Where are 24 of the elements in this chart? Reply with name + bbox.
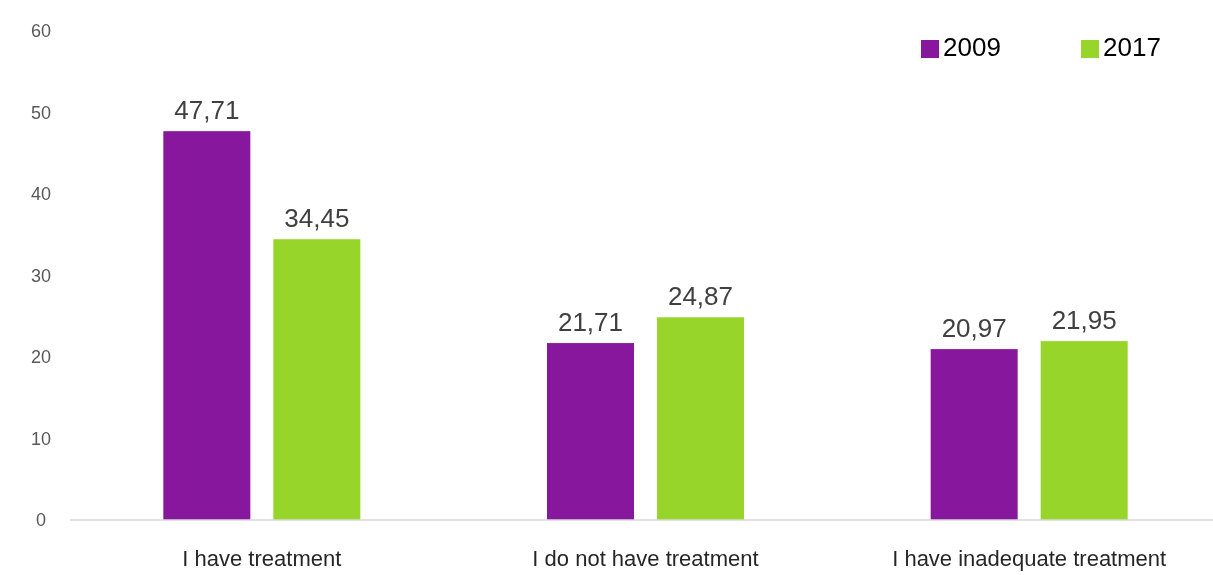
y-tick-label: 0	[35, 510, 47, 531]
x-tick-label: I have treatment	[182, 546, 342, 571]
data-label: 24,87	[667, 281, 734, 312]
bar	[657, 317, 744, 520]
data-label: 21,71	[557, 307, 624, 338]
x-tick-label: I do not have treatment	[532, 546, 759, 571]
bar	[163, 131, 251, 520]
bar	[1040, 341, 1128, 520]
data-label: 20,97	[941, 313, 1007, 344]
y-tick-label: 40	[30, 184, 52, 205]
data-label: 21,95	[1051, 305, 1117, 336]
y-tick-label: 50	[30, 102, 52, 123]
legend-label: 2017	[1103, 32, 1161, 62]
bar	[273, 239, 361, 520]
data-label: 47,71	[174, 95, 240, 126]
y-tick-label: 20	[30, 347, 52, 368]
y-tick-label: 30	[30, 265, 52, 286]
x-tick-label: I have inadequate treatment	[892, 546, 1167, 571]
legend-label: 2009	[943, 32, 1001, 62]
y-tick-label: 10	[30, 428, 52, 449]
bar	[930, 349, 1018, 520]
bar	[547, 343, 634, 520]
data-label: 34,45	[284, 203, 350, 234]
y-tick-label: 60	[30, 21, 52, 42]
